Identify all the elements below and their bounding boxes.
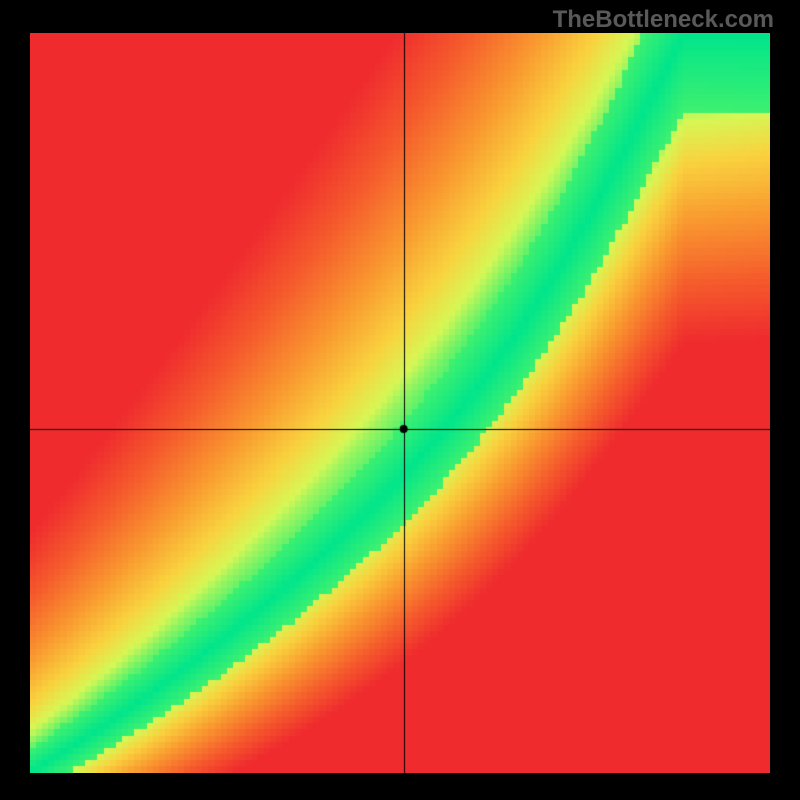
watermark-text: TheBottleneck.com bbox=[553, 6, 774, 34]
heatmap-plot bbox=[30, 33, 770, 773]
chart-container: TheBottleneck.com bbox=[0, 0, 800, 800]
